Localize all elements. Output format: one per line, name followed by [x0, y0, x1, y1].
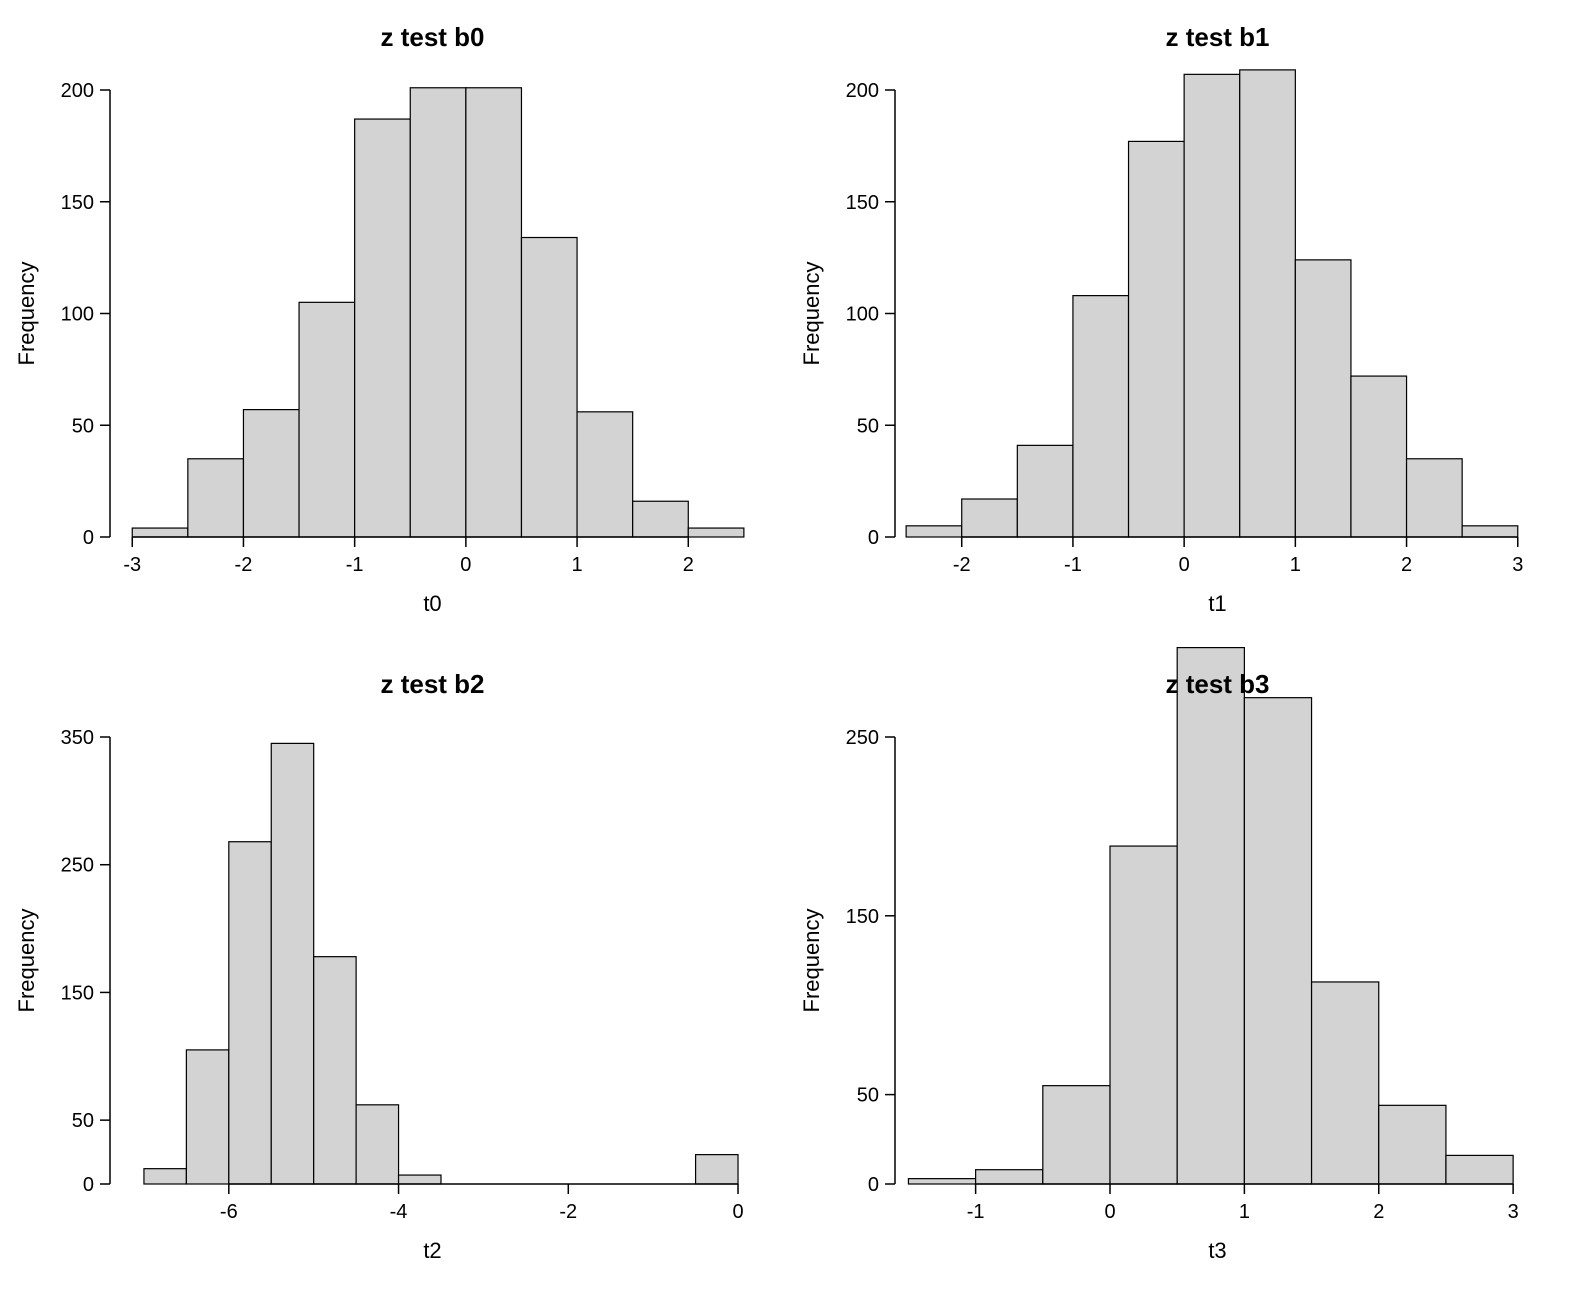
- histogram-panel: -6 -4 -2 0 0 50 150 250 350 z test b2 t2 Frequency: [14, 669, 744, 1263]
- histogram-bar: [410, 88, 466, 537]
- y-axis-label: Frequency: [14, 909, 39, 1013]
- x-tick-label: 2: [683, 554, 694, 576]
- y-tick-label: 50: [857, 1085, 879, 1107]
- y-tick-label: 50: [72, 415, 94, 437]
- x-axis-label: t0: [423, 591, 441, 616]
- histogram-bar: [186, 1050, 228, 1184]
- x-axis-label: t1: [1208, 591, 1226, 616]
- histogram-bar: [962, 499, 1018, 537]
- histogram-bar: [1129, 141, 1185, 537]
- histogram-bar: [633, 501, 689, 537]
- x-tick-label: -2: [559, 1201, 577, 1223]
- x-tick-label: 0: [1104, 1201, 1115, 1223]
- x-tick-label: -4: [390, 1201, 408, 1223]
- y-tick-label: 0: [83, 527, 94, 549]
- y-tick-label: 0: [83, 1174, 94, 1196]
- y-tick-label: 0: [868, 1174, 879, 1196]
- histogram-bar: [144, 1169, 186, 1184]
- histogram-bar: [314, 957, 356, 1184]
- histogram-bar: [906, 526, 962, 537]
- histogram-bar: [1446, 1155, 1513, 1184]
- y-tick-label: 0: [868, 527, 879, 549]
- histogram-bar: [1312, 982, 1379, 1184]
- y-tick-label: 150: [61, 982, 94, 1004]
- histogram-bar: [976, 1170, 1043, 1184]
- y-tick-label: 200: [846, 80, 879, 102]
- histogram-bar: [271, 743, 313, 1184]
- x-tick-label: 3: [1508, 1201, 1519, 1223]
- histogram-bar: [696, 1155, 738, 1184]
- chart-svg: -3-2-1012050100150200z test b0t0Frequenc…: [0, 0, 1570, 1294]
- histogram-bar: [688, 528, 744, 537]
- y-tick-label: 50: [72, 1110, 94, 1132]
- histogram-bar: [229, 842, 271, 1184]
- x-tick-label: -2: [235, 554, 253, 576]
- x-axis-label: t3: [1208, 1238, 1226, 1263]
- histogram-bar: [1351, 376, 1407, 537]
- histogram-bar: [1017, 445, 1073, 537]
- histogram-bar: [521, 238, 577, 537]
- histogram-bar: [1043, 1086, 1110, 1184]
- panel-title: z test b0: [380, 22, 484, 52]
- x-tick-label: 0: [1179, 554, 1190, 576]
- y-axis-label: Frequency: [799, 262, 824, 366]
- x-axis-label: t2: [423, 1238, 441, 1263]
- histogram-bar: [1407, 459, 1463, 537]
- histogram-bar: [132, 528, 188, 537]
- histogram-bar: [1295, 260, 1351, 537]
- histogram-bar: [577, 412, 633, 537]
- histogram-panel: -1 0 1 2 3 0 50 150 250 z test b3 t3 Frequency: [799, 648, 1519, 1263]
- histogram-panel: -3 -2 -1 0 1 2 0 50 100 150 200 z test b0 t0 Frequenc…: [14, 22, 744, 616]
- y-tick-label: 100: [846, 304, 879, 326]
- chart-grid: -3-2-1012050100150200z test b0t0Frequenc…: [0, 0, 1570, 1294]
- y-tick-label: 150: [61, 192, 94, 214]
- histogram-bar: [356, 1105, 398, 1184]
- x-tick-label: -1: [346, 554, 364, 576]
- panel-title: z test b2: [380, 669, 484, 699]
- x-tick-label: 0: [460, 554, 471, 576]
- y-tick-label: 200: [61, 80, 94, 102]
- x-tick-label: 1: [1290, 554, 1301, 576]
- x-tick-label: -1: [967, 1201, 985, 1223]
- x-tick-label: -3: [123, 554, 141, 576]
- y-tick-label: 150: [846, 906, 879, 928]
- y-axis-label: Frequency: [799, 909, 824, 1013]
- histogram-bar: [1244, 698, 1311, 1184]
- x-tick-label: 2: [1401, 554, 1412, 576]
- x-tick-label: -1: [1064, 554, 1082, 576]
- x-tick-label: 1: [572, 554, 583, 576]
- panel-title: z test b1: [1165, 22, 1269, 52]
- y-tick-label: 100: [61, 304, 94, 326]
- histogram-bar: [1177, 648, 1244, 1184]
- histogram-bar: [355, 119, 411, 537]
- histogram-bar: [1462, 526, 1518, 537]
- x-tick-label: 3: [1512, 554, 1523, 576]
- histogram-bar: [1110, 846, 1177, 1184]
- panel-title: z test b3: [1165, 669, 1269, 699]
- histogram-bar: [1184, 74, 1240, 537]
- histogram-bar: [188, 459, 244, 537]
- y-tick-label: 350: [61, 727, 94, 749]
- histogram-bar: [399, 1175, 441, 1184]
- y-tick-label: 250: [846, 727, 879, 749]
- x-tick-label: 1: [1239, 1201, 1250, 1223]
- x-tick-label: 0: [732, 1201, 743, 1223]
- histogram-bar: [1073, 296, 1129, 537]
- histogram-bar: [908, 1179, 975, 1184]
- x-tick-label: 2: [1373, 1201, 1384, 1223]
- y-tick-label: 50: [857, 415, 879, 437]
- histogram-panel: -2 -1 0 1 2 3 0 50 100 150 200 z test b1 t1 Frequency: [799, 22, 1523, 616]
- y-tick-label: 250: [61, 855, 94, 877]
- histogram-bar: [1379, 1105, 1446, 1184]
- histogram-bar: [466, 88, 522, 537]
- histogram-bar: [299, 302, 355, 537]
- y-tick-label: 150: [846, 192, 879, 214]
- x-tick-label: -2: [953, 554, 971, 576]
- histogram-bar: [1240, 70, 1296, 537]
- x-tick-label: -6: [220, 1201, 238, 1223]
- y-axis-label: Frequency: [14, 262, 39, 366]
- histogram-bar: [243, 410, 299, 537]
